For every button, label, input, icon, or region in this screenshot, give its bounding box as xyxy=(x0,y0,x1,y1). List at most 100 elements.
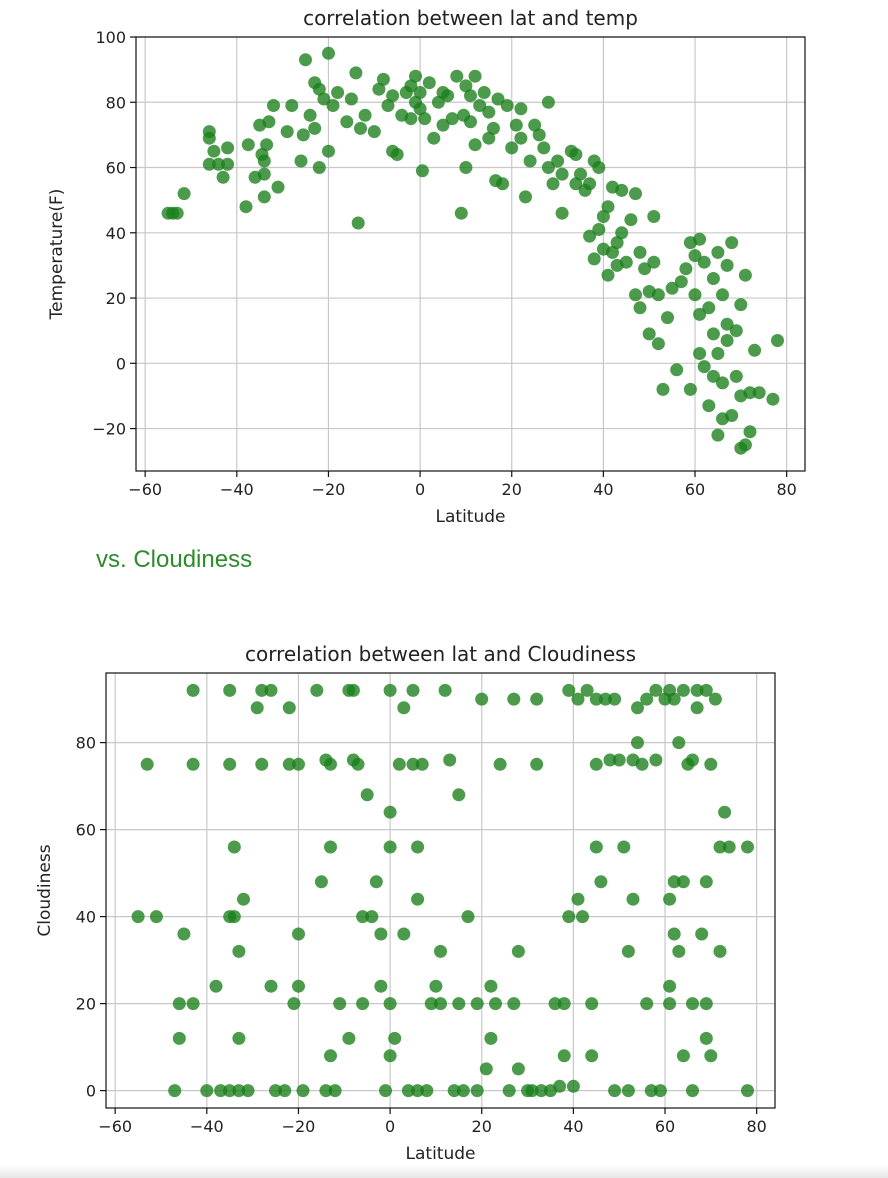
data-point xyxy=(667,692,681,706)
x-tick-label: −60 xyxy=(98,1117,132,1136)
data-point xyxy=(383,683,397,697)
data-point xyxy=(172,1031,186,1045)
data-point xyxy=(624,213,638,227)
data-point xyxy=(411,1084,425,1098)
data-point xyxy=(702,301,716,315)
data-point xyxy=(447,1084,461,1098)
data-point xyxy=(528,118,542,132)
data-point xyxy=(704,757,718,771)
data-point xyxy=(699,1031,713,1045)
data-point xyxy=(741,1084,754,1098)
data-point xyxy=(638,262,652,276)
data-point xyxy=(743,425,757,439)
data-point xyxy=(608,692,622,706)
data-point xyxy=(507,692,521,706)
data-point xyxy=(312,161,326,174)
data-point xyxy=(725,236,739,250)
data-point xyxy=(223,683,237,697)
data-point xyxy=(525,1084,539,1098)
data-point xyxy=(493,757,507,771)
data-point xyxy=(537,141,551,155)
data-point xyxy=(264,683,278,697)
data-point xyxy=(619,255,633,269)
data-point xyxy=(649,683,663,697)
data-point xyxy=(500,99,514,112)
y-tick-label: 40 xyxy=(106,224,126,243)
data-point xyxy=(427,131,441,145)
data-point xyxy=(706,272,720,285)
data-point xyxy=(470,997,484,1011)
data-point xyxy=(168,1084,182,1098)
data-point xyxy=(411,892,425,906)
data-point xyxy=(610,236,624,250)
data-point xyxy=(406,683,420,697)
data-point xyxy=(699,683,713,697)
y-tick-label: 20 xyxy=(106,289,126,308)
data-point xyxy=(663,892,677,906)
data-point xyxy=(626,892,640,906)
data-point xyxy=(422,76,436,90)
data-point xyxy=(296,128,310,142)
data-point xyxy=(612,753,626,767)
data-point xyxy=(479,1062,493,1076)
x-tick-label: 80 xyxy=(776,480,796,499)
data-point xyxy=(615,183,629,197)
data-point xyxy=(424,997,438,1011)
data-point xyxy=(713,840,727,854)
x-tick-label: −40 xyxy=(190,1117,224,1136)
data-point xyxy=(629,187,642,201)
data-point xyxy=(555,167,569,181)
data-point xyxy=(532,128,546,142)
data-point xyxy=(569,177,583,191)
data-point xyxy=(464,89,477,103)
data-point xyxy=(548,997,562,1011)
data-point xyxy=(434,997,447,1011)
data-point xyxy=(241,138,255,152)
data-point xyxy=(324,1049,337,1063)
data-point xyxy=(326,99,340,112)
data-point xyxy=(232,1084,246,1098)
data-point xyxy=(221,141,235,155)
data-point xyxy=(592,223,606,236)
data-point xyxy=(441,89,455,103)
data-point xyxy=(672,944,686,958)
data-point xyxy=(557,1049,571,1063)
data-point xyxy=(369,875,383,889)
data-point xyxy=(699,875,713,889)
data-point xyxy=(566,1079,580,1093)
data-point xyxy=(443,753,457,767)
data-point xyxy=(269,1084,282,1098)
y-tick-label: 40 xyxy=(76,908,96,927)
data-point xyxy=(459,161,473,174)
data-point xyxy=(514,131,528,145)
data-point xyxy=(351,216,365,230)
data-point xyxy=(589,692,603,706)
data-point xyxy=(766,392,780,406)
data-point xyxy=(464,115,477,129)
data-point xyxy=(686,997,699,1011)
data-point xyxy=(514,102,528,116)
data-point xyxy=(468,138,482,152)
y-tick-label: 60 xyxy=(106,159,126,178)
data-point xyxy=(333,997,347,1011)
data-point xyxy=(383,1049,397,1063)
data-point xyxy=(562,683,576,697)
data-point xyxy=(445,112,459,126)
data-point xyxy=(319,1084,333,1098)
cloudiness-scatter-chart: −60 −40 −20 0 20 40 60 80 0 20 40 60 80 correlation b… xyxy=(35,642,776,1164)
data-point xyxy=(748,343,762,357)
data-point xyxy=(386,89,400,103)
data-point xyxy=(523,154,537,168)
data-point xyxy=(406,757,420,771)
data-point xyxy=(711,428,725,442)
chart-title: correlation between lat and temp xyxy=(303,6,638,30)
data-point xyxy=(489,997,502,1011)
data-point xyxy=(317,92,331,106)
data-point xyxy=(388,1031,402,1045)
data-point xyxy=(257,190,271,204)
data-point xyxy=(541,95,555,109)
data-point xyxy=(397,701,411,715)
data-point xyxy=(695,927,709,941)
data-point xyxy=(383,805,397,819)
data-point xyxy=(551,154,565,168)
